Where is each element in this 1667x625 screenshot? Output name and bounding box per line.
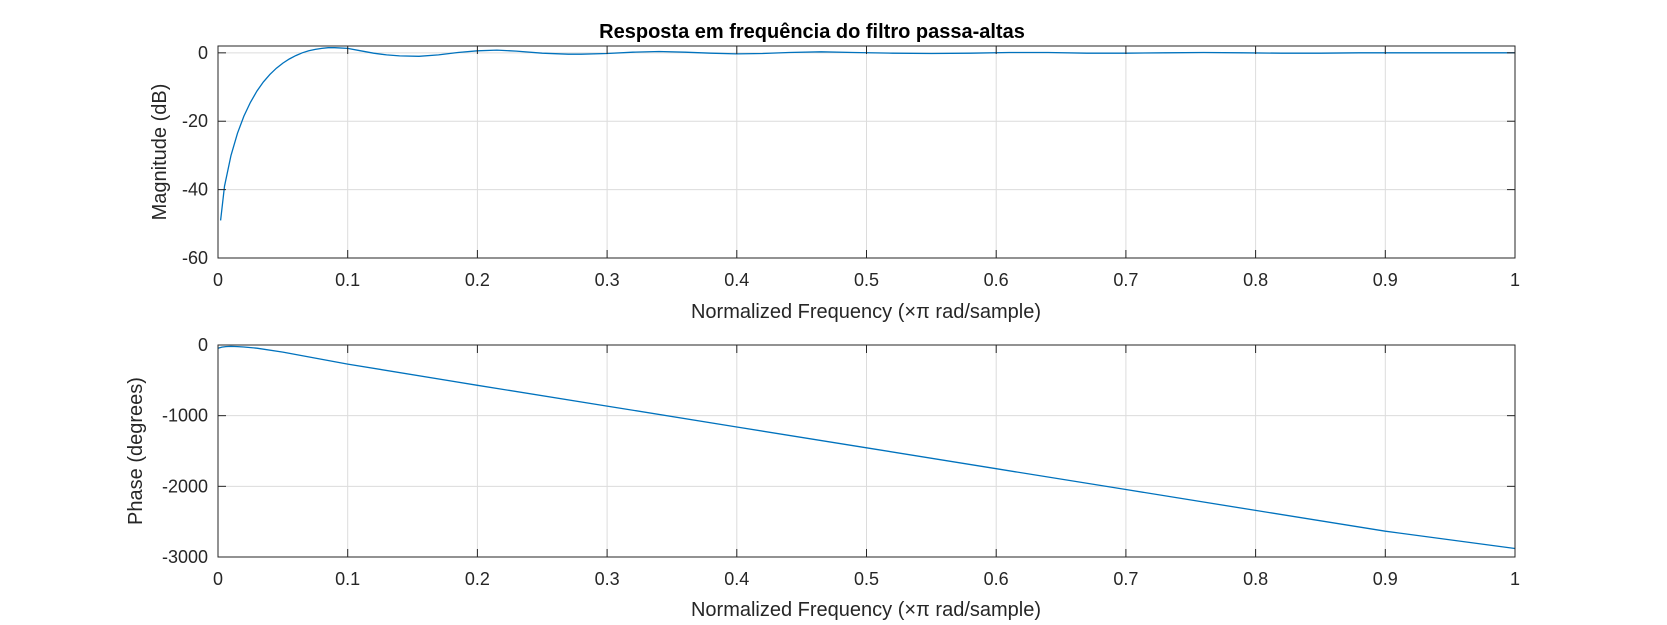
magnitude-x-tick-label: 0 xyxy=(213,270,223,290)
phase-x-axis-label: Normalized Frequency (×π rad/sample) xyxy=(691,599,1041,621)
phase-y-axis-label: Phase (degrees) xyxy=(125,377,147,525)
phase-y-tick-label: -1000 xyxy=(162,406,208,426)
magnitude-y-axis-label: Magnitude (dB) xyxy=(149,84,171,221)
phase-x-tick-label: 1 xyxy=(1510,569,1520,589)
magnitude-response-line xyxy=(219,47,1515,221)
phase-x-tick-label: 0.8 xyxy=(1243,569,1268,589)
magnitude-x-tick-label: 0.9 xyxy=(1373,270,1398,290)
phase-x-tick-label: 0.2 xyxy=(465,569,490,589)
magnitude-ticks: 0 0.1 0.2 0.3 0.4 0.5 0.6 0.7 0.8 0.9 1 -60 -40 -20 0 xyxy=(182,43,1520,290)
magnitude-x-tick-label: 0.8 xyxy=(1243,270,1268,290)
magnitude-x-tick-label: 0.6 xyxy=(984,270,1009,290)
phase-ticks: 0 0.1 0.2 0.3 0.4 0.5 0.6 0.7 0.8 0.9 1 -3000 -2000 -… xyxy=(162,335,1520,589)
phase-x-tick-label: 0.7 xyxy=(1113,569,1138,589)
magnitude-y-tick-label: -60 xyxy=(182,248,208,268)
phase-plot: 0 0.1 0.2 0.3 0.4 0.5 0.6 0.7 0.8 0.9 1 -3000 -2000 -… xyxy=(125,335,1520,621)
magnitude-y-tick-label: -20 xyxy=(182,111,208,131)
phase-x-tick-label: 0.4 xyxy=(724,569,749,589)
phase-y-tick-label: 0 xyxy=(198,335,208,355)
phase-x-tick-label: 0.1 xyxy=(335,569,360,589)
magnitude-x-tick-label: 0.1 xyxy=(335,270,360,290)
phase-x-tick-label: 0 xyxy=(213,569,223,589)
magnitude-x-tick-label: 1 xyxy=(1510,270,1520,290)
magnitude-y-tick-label: 0 xyxy=(198,43,208,63)
phase-x-tick-label: 0.3 xyxy=(595,569,620,589)
phase-x-tick-label: 0.9 xyxy=(1373,569,1398,589)
phase-y-tick-label: -2000 xyxy=(162,476,208,496)
phase-series xyxy=(217,345,1516,550)
chart-title: Resposta em frequência do filtro passa-a… xyxy=(599,21,1025,43)
phase-y-tick-label: -3000 xyxy=(162,547,208,567)
magnitude-plot: 0 0.1 0.2 0.3 0.4 0.5 0.6 0.7 0.8 0.9 1 -60 -40 -200 … xyxy=(149,43,1520,323)
phase-x-tick-label: 0.5 xyxy=(854,569,879,589)
phase-response-line xyxy=(217,345,1516,550)
magnitude-x-tick-label: 0.5 xyxy=(854,270,879,290)
phase-x-tick-label: 0.6 xyxy=(984,569,1009,589)
magnitude-series xyxy=(219,47,1515,221)
magnitude-y-tick-label: -40 xyxy=(182,180,208,200)
magnitude-x-axis-label: Normalized Frequency (×π rad/sample) xyxy=(691,301,1041,323)
magnitude-x-tick-label: 0.7 xyxy=(1113,270,1138,290)
magnitude-x-tick-label: 0.3 xyxy=(595,270,620,290)
magnitude-x-tick-label: 0.2 xyxy=(465,270,490,290)
magnitude-x-tick-label: 0.4 xyxy=(724,270,749,290)
